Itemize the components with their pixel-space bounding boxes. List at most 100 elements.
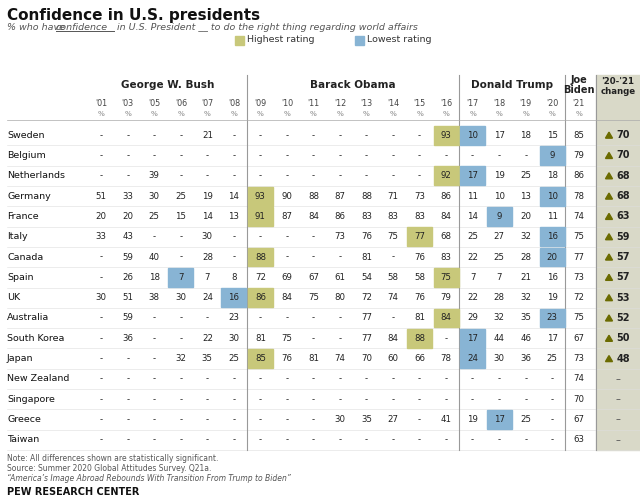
Text: -: - <box>259 130 262 140</box>
Text: 76: 76 <box>282 354 292 363</box>
Text: -: - <box>259 436 262 444</box>
Text: -: - <box>418 151 421 160</box>
Text: UK: UK <box>7 293 20 302</box>
Text: -: - <box>126 436 129 444</box>
Text: -: - <box>471 436 474 444</box>
Text: 32: 32 <box>175 354 186 363</box>
Text: 69: 69 <box>282 273 292 282</box>
Text: -: - <box>524 436 527 444</box>
Text: -: - <box>418 436 421 444</box>
Text: Donald Trump: Donald Trump <box>471 80 554 90</box>
Text: 25: 25 <box>520 172 531 180</box>
Text: 87: 87 <box>335 192 346 200</box>
Text: -: - <box>365 374 368 384</box>
Text: 28: 28 <box>493 293 505 302</box>
Text: Lowest rating: Lowest rating <box>367 36 431 44</box>
Text: 25: 25 <box>493 252 505 262</box>
Bar <box>596 75 640 450</box>
Text: 68: 68 <box>440 232 452 241</box>
Text: -: - <box>100 354 103 363</box>
Bar <box>248 207 273 226</box>
Text: 24: 24 <box>467 354 478 363</box>
Text: %: % <box>310 111 317 117</box>
Text: -: - <box>285 232 289 241</box>
Text: 58: 58 <box>388 273 399 282</box>
Bar <box>486 410 511 429</box>
Text: 61: 61 <box>335 273 346 282</box>
Text: 68: 68 <box>616 191 630 201</box>
Text: -: - <box>339 172 342 180</box>
Text: -: - <box>232 151 236 160</box>
Text: 19: 19 <box>202 192 213 200</box>
Text: 76: 76 <box>361 232 372 241</box>
Text: 70: 70 <box>616 150 630 160</box>
Text: 7: 7 <box>497 273 502 282</box>
Text: -: - <box>312 130 315 140</box>
Polygon shape <box>605 234 612 239</box>
Text: Note: All differences shown are statistically significant.: Note: All differences shown are statisti… <box>7 454 218 463</box>
Text: 25: 25 <box>520 415 531 424</box>
Text: -: - <box>153 232 156 241</box>
Text: -: - <box>206 314 209 322</box>
Text: -: - <box>285 130 289 140</box>
Text: -: - <box>259 314 262 322</box>
Text: 28: 28 <box>202 252 213 262</box>
Text: '08: '08 <box>228 98 240 108</box>
Bar <box>407 329 432 347</box>
Text: 15: 15 <box>175 212 186 221</box>
Text: -: - <box>312 374 315 384</box>
Text: -: - <box>259 232 262 241</box>
Text: 21: 21 <box>202 130 213 140</box>
Text: 81: 81 <box>414 314 425 322</box>
Text: 63: 63 <box>573 436 584 444</box>
Text: 28: 28 <box>520 252 531 262</box>
Text: -: - <box>339 394 342 404</box>
Text: South Korea: South Korea <box>7 334 65 343</box>
Text: -: - <box>232 374 236 384</box>
Polygon shape <box>605 132 612 138</box>
Text: 54: 54 <box>361 273 372 282</box>
Text: -: - <box>392 394 395 404</box>
Text: -: - <box>259 374 262 384</box>
Text: 84: 84 <box>440 212 452 221</box>
Text: 73: 73 <box>414 192 425 200</box>
Text: '11: '11 <box>307 98 319 108</box>
Text: 70: 70 <box>361 354 372 363</box>
Text: 77: 77 <box>361 314 372 322</box>
Text: '16: '16 <box>440 98 452 108</box>
Bar <box>248 288 273 307</box>
Text: -: - <box>312 314 315 322</box>
Text: %: % <box>204 111 211 117</box>
Text: Taiwan: Taiwan <box>7 436 39 444</box>
Text: -: - <box>418 130 421 140</box>
Text: -: - <box>365 394 368 404</box>
Text: '15: '15 <box>413 98 426 108</box>
Text: -: - <box>179 334 182 343</box>
Text: 74: 74 <box>388 293 399 302</box>
Polygon shape <box>605 152 612 158</box>
Text: 30: 30 <box>202 232 213 241</box>
Polygon shape <box>605 254 612 260</box>
Text: 18: 18 <box>149 273 160 282</box>
Text: '17: '17 <box>467 98 479 108</box>
Text: 77: 77 <box>573 252 584 262</box>
Text: -: - <box>206 394 209 404</box>
Bar <box>248 349 273 368</box>
Text: -: - <box>100 334 103 343</box>
Text: -: - <box>153 415 156 424</box>
Text: %: % <box>337 111 344 117</box>
Text: -: - <box>312 232 315 241</box>
Text: George W. Bush: George W. Bush <box>121 80 214 90</box>
Text: 30: 30 <box>175 293 186 302</box>
Text: -: - <box>153 314 156 322</box>
Bar <box>486 207 511 226</box>
Text: 86: 86 <box>335 212 346 221</box>
Text: '10: '10 <box>281 98 293 108</box>
Text: 17: 17 <box>467 172 478 180</box>
Text: -: - <box>100 436 103 444</box>
Text: 70: 70 <box>573 394 584 404</box>
Text: -: - <box>445 151 447 160</box>
Text: '09: '09 <box>254 98 266 108</box>
Text: 15: 15 <box>547 130 557 140</box>
Text: –: – <box>616 394 620 404</box>
